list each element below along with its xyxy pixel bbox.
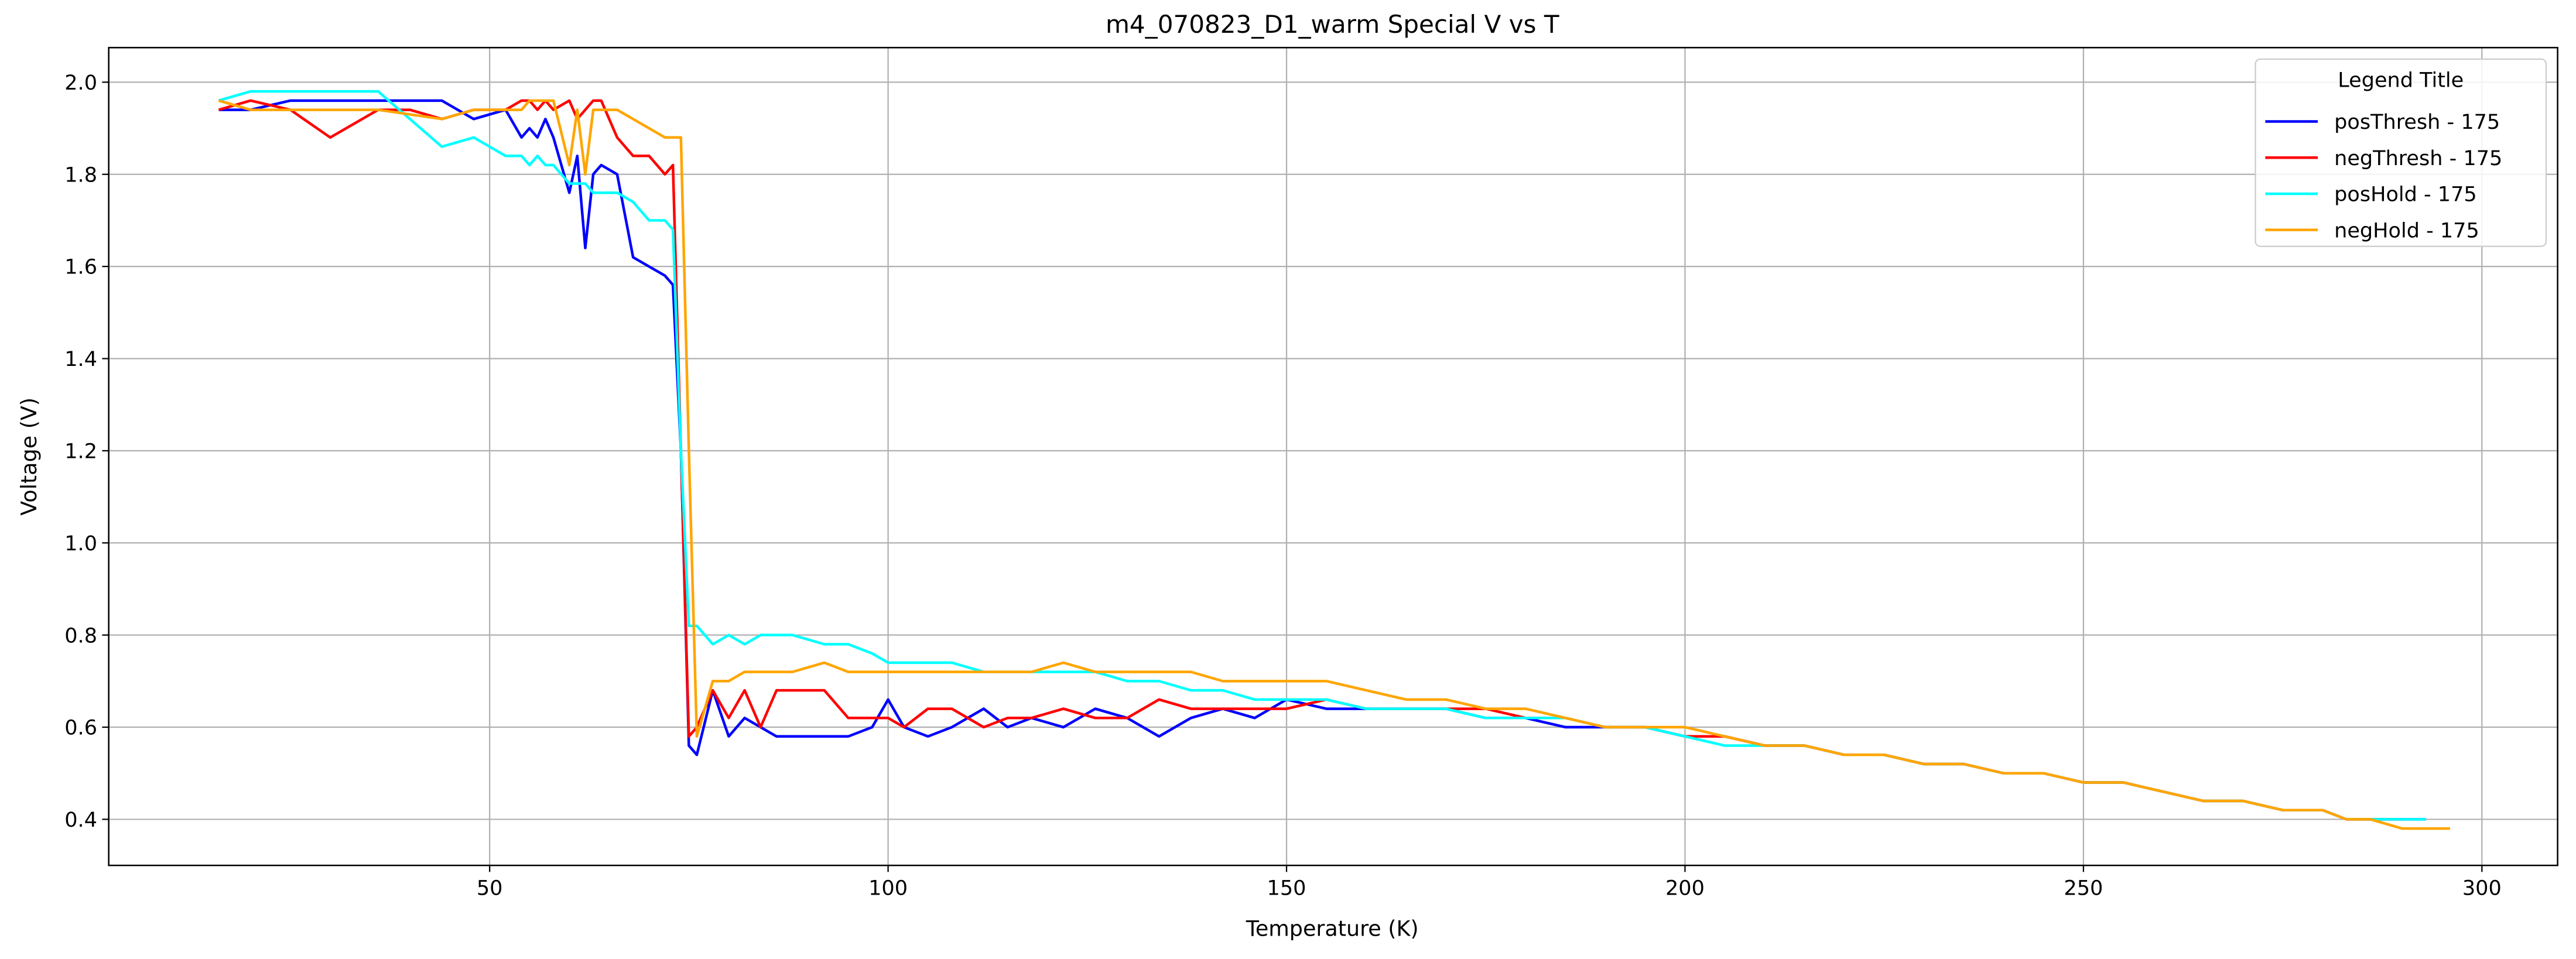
data-line (218, 99, 2403, 821)
x-tick-label: 250 (2064, 876, 2103, 900)
chart-title: m4_070823_D1_warm Special V vs T (1106, 10, 1559, 39)
x-tick-label: 200 (1665, 876, 1705, 900)
legend-label: posThresh - 175 (2334, 110, 2500, 134)
x-tick-label: 150 (1267, 876, 1306, 900)
y-tick-label: 1.2 (64, 440, 97, 464)
x-tick-label: 300 (2462, 876, 2502, 900)
y-tick-label: 0.6 (64, 716, 97, 740)
y-tick-label: 1.4 (64, 347, 97, 371)
plot-frame (108, 47, 2558, 866)
y-tick-label: 1.8 (64, 163, 97, 187)
x-tick-label: 100 (868, 876, 908, 900)
x-tick-label: 50 (477, 876, 503, 900)
y-tick-label: 0.8 (64, 624, 97, 648)
data-line (218, 90, 2427, 821)
y-tick-label: 0.4 (64, 808, 97, 832)
legend: Legend Title posThresh - 175 negThresh - 1… (2255, 58, 2547, 247)
legend-box (2255, 58, 2547, 247)
y-axis-label: Voltage (V) (16, 398, 42, 516)
legend-label: posHold - 175 (2334, 183, 2477, 207)
y-tick-label: 1.6 (64, 255, 97, 279)
legend-title: Legend Title (2338, 68, 2464, 93)
data-line (218, 99, 2427, 821)
data-line (218, 99, 2450, 830)
y-tick-label: 2.0 (64, 71, 97, 95)
x-axis-label: Temperature (K) (1246, 916, 1419, 941)
legend-label: negThresh - 175 (2334, 146, 2502, 170)
legend-label: negHold - 175 (2334, 218, 2479, 242)
y-tick-label: 1.0 (64, 532, 97, 556)
